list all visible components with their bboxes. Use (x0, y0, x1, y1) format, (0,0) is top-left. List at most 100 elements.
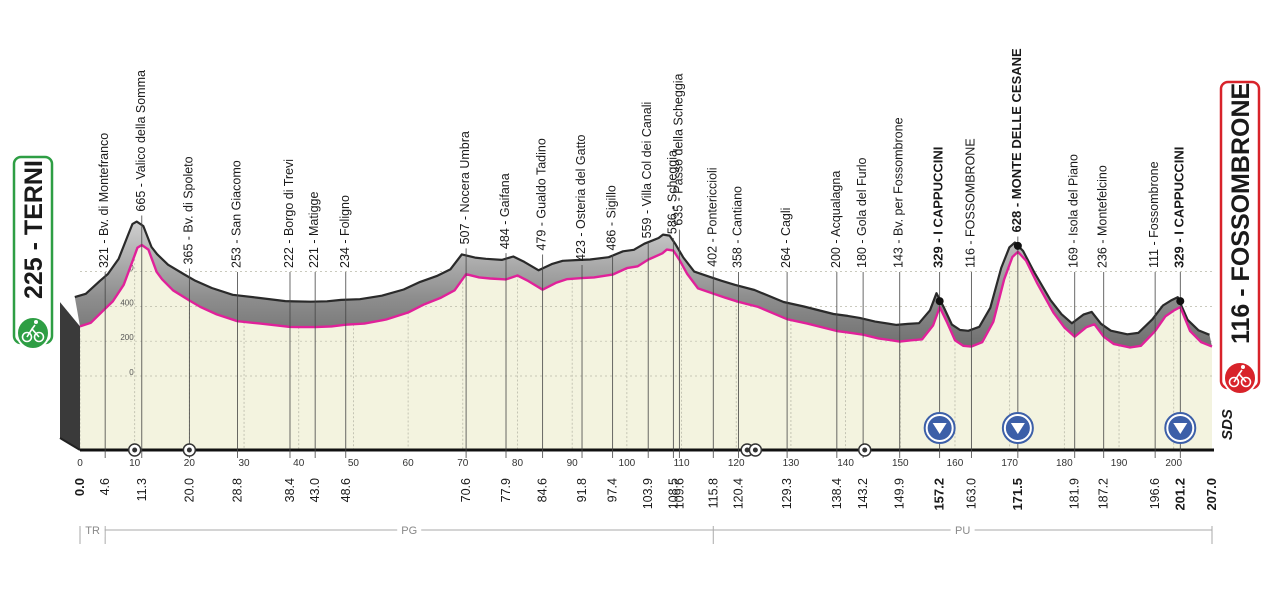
waypoint-label: 236 - Montefelcino (1096, 165, 1110, 268)
cyclist-icon-frame (26, 324, 40, 338)
waypoint-label: 559 - Villa Col dei Canali (640, 102, 654, 239)
km-label-terminal: 207.0 (1204, 478, 1219, 511)
km-label: 38.4 (283, 478, 297, 502)
waypoint-label: 111 - Fossombrone (1147, 161, 1161, 268)
waypoint-label: 365 - Bv. di Spoleto (181, 156, 195, 264)
grid-layer: 0200400600 (79, 255, 1212, 450)
cyclist-icon-wheel (1228, 376, 1240, 388)
km-label: 143.2 (856, 478, 870, 509)
waypoint-label: 221 - Matigge (307, 192, 321, 268)
waypoint-label: 423 - Osteria del Gatto (574, 134, 588, 261)
mountain-band (74, 221, 1212, 348)
finish-badge-label: 116 - FOSSOMBRONE (1227, 83, 1255, 344)
x-tick-label: 80 (512, 458, 524, 469)
region-label-bg (397, 523, 422, 537)
waypoint-labels: 321 - Bv. di Montefranco 665 - Valico del… (97, 48, 1186, 268)
climb-marker-arrow (932, 423, 947, 434)
x-tick-label: 160 (947, 458, 964, 469)
x-tick-label: 140 (837, 458, 854, 469)
km-label: 91.8 (575, 478, 589, 502)
waypoint-label: 200 - Acqualagna (829, 171, 843, 268)
km-label: 103.9 (641, 478, 655, 509)
x-tick-label: 120 (728, 458, 745, 469)
cyclist-icon-wheel (1240, 376, 1252, 388)
waypoint-label: 402 - Pontericcioli (705, 167, 719, 266)
start-cap-edge (59, 437, 81, 451)
x-tick-label: 190 (1111, 458, 1128, 469)
region-label-bg (950, 523, 975, 537)
x-tick-label: 150 (892, 458, 909, 469)
x-tick-label: 0 (77, 458, 83, 469)
km-label: 108.5 (666, 478, 680, 509)
waypoint-label: 234 - Foligno (338, 195, 352, 268)
waypoint-label: 358 - Cantiano (730, 186, 744, 268)
km-label: 109.6 (672, 478, 686, 509)
terrain-area (80, 245, 1212, 450)
region-label: TR (85, 525, 100, 537)
sprint-marker-dot (744, 447, 750, 453)
km-label: 11.3 (135, 478, 149, 501)
waypoint-label: 222 - Borgo di Trevi (282, 159, 296, 268)
climb-summit-dot (1176, 297, 1185, 306)
x-tick-label: 90 (567, 458, 579, 469)
km-label: 4.6 (98, 478, 112, 495)
km-label: 157.2 (932, 478, 947, 511)
cyclist-icon-frame (1233, 369, 1247, 383)
x-tick-label: 50 (348, 458, 360, 469)
terminal-badges: 225 - TERNI 116 - FOSSOMBRONE SDS (12, 80, 1261, 440)
x-axis: 4.6 11.3 20.0 28.8 38.4 43.0 48.6 70.6 77.9 84.6 9… (72, 458, 1219, 511)
km-label: 129.3 (780, 478, 794, 509)
x-tick-label: 130 (783, 458, 800, 469)
km-label-terminal: 0.0 (72, 478, 87, 496)
cyclist-icon-head (34, 320, 38, 324)
region-label-bg (80, 523, 105, 537)
km-label: 187.2 (1097, 478, 1111, 509)
x-tick-label: 10 (129, 458, 141, 469)
cyclist-icon-wheel (21, 331, 33, 343)
sprint-marker-dot (186, 447, 192, 453)
waypoint-label: 253 - San Giacomo (229, 160, 243, 268)
waypoint-label: 484 - Gaifana (498, 173, 512, 249)
climb-summit-dot (935, 297, 944, 306)
region-bar: TR PG PU (79, 523, 1213, 544)
altitude-tick-label: 400 (120, 298, 134, 307)
sprint-marker-dot (862, 447, 868, 453)
waypoint-label: 321 - Bv. di Montefranco (97, 133, 111, 268)
x-tick-label: 200 (1165, 458, 1182, 469)
profile-layer (59, 220, 1212, 451)
road-layer (79, 243, 1214, 452)
waypoint-label: 635 - Passo della Scheggia (671, 73, 685, 225)
cyclist-icon-head (1241, 365, 1245, 369)
km-label: 163.0 (964, 478, 978, 509)
waypoint-label: 329 - I CAPPUCCINI (931, 147, 946, 268)
x-tick-label: 180 (1056, 458, 1073, 469)
start-end-cap (60, 302, 80, 450)
km-label: 77.9 (499, 478, 513, 502)
km-label: 171.5 (1010, 478, 1025, 511)
region-label: PU (955, 525, 970, 537)
sprint-marker-dot (752, 447, 758, 453)
x-tick-label: 70 (457, 458, 469, 469)
brand-logo: SDS (1219, 409, 1236, 440)
km-label: 97.4 (606, 478, 620, 502)
terrain-layer (80, 245, 1212, 450)
route-markers (127, 241, 1197, 457)
waypoint-label: 329 - I CAPPUCCINI (1171, 147, 1186, 268)
waypoint-label: 180 - Gola del Furlo (855, 157, 869, 268)
region-label: PG (401, 525, 417, 537)
km-label: 84.6 (536, 478, 550, 502)
x-tick-label: 100 (619, 458, 636, 469)
km-label: 20.0 (182, 478, 196, 502)
climb-marker-arrow (1173, 423, 1188, 434)
waypoint-label: 586 - Scheggia (665, 150, 679, 234)
km-label: 149.9 (893, 478, 907, 509)
km-label: 43.0 (308, 478, 322, 502)
x-tick-label: 20 (184, 458, 196, 469)
cyclist-icon (1223, 361, 1257, 395)
waypoint-label: 479 - Gualdo Tadino (535, 138, 549, 250)
sprint-marker-dot (132, 447, 138, 453)
x-tick-label: 170 (1001, 458, 1018, 469)
altitude-tick-label: 0 (129, 368, 134, 377)
waypoint-label: 665 - Valico della Somma (134, 70, 148, 212)
